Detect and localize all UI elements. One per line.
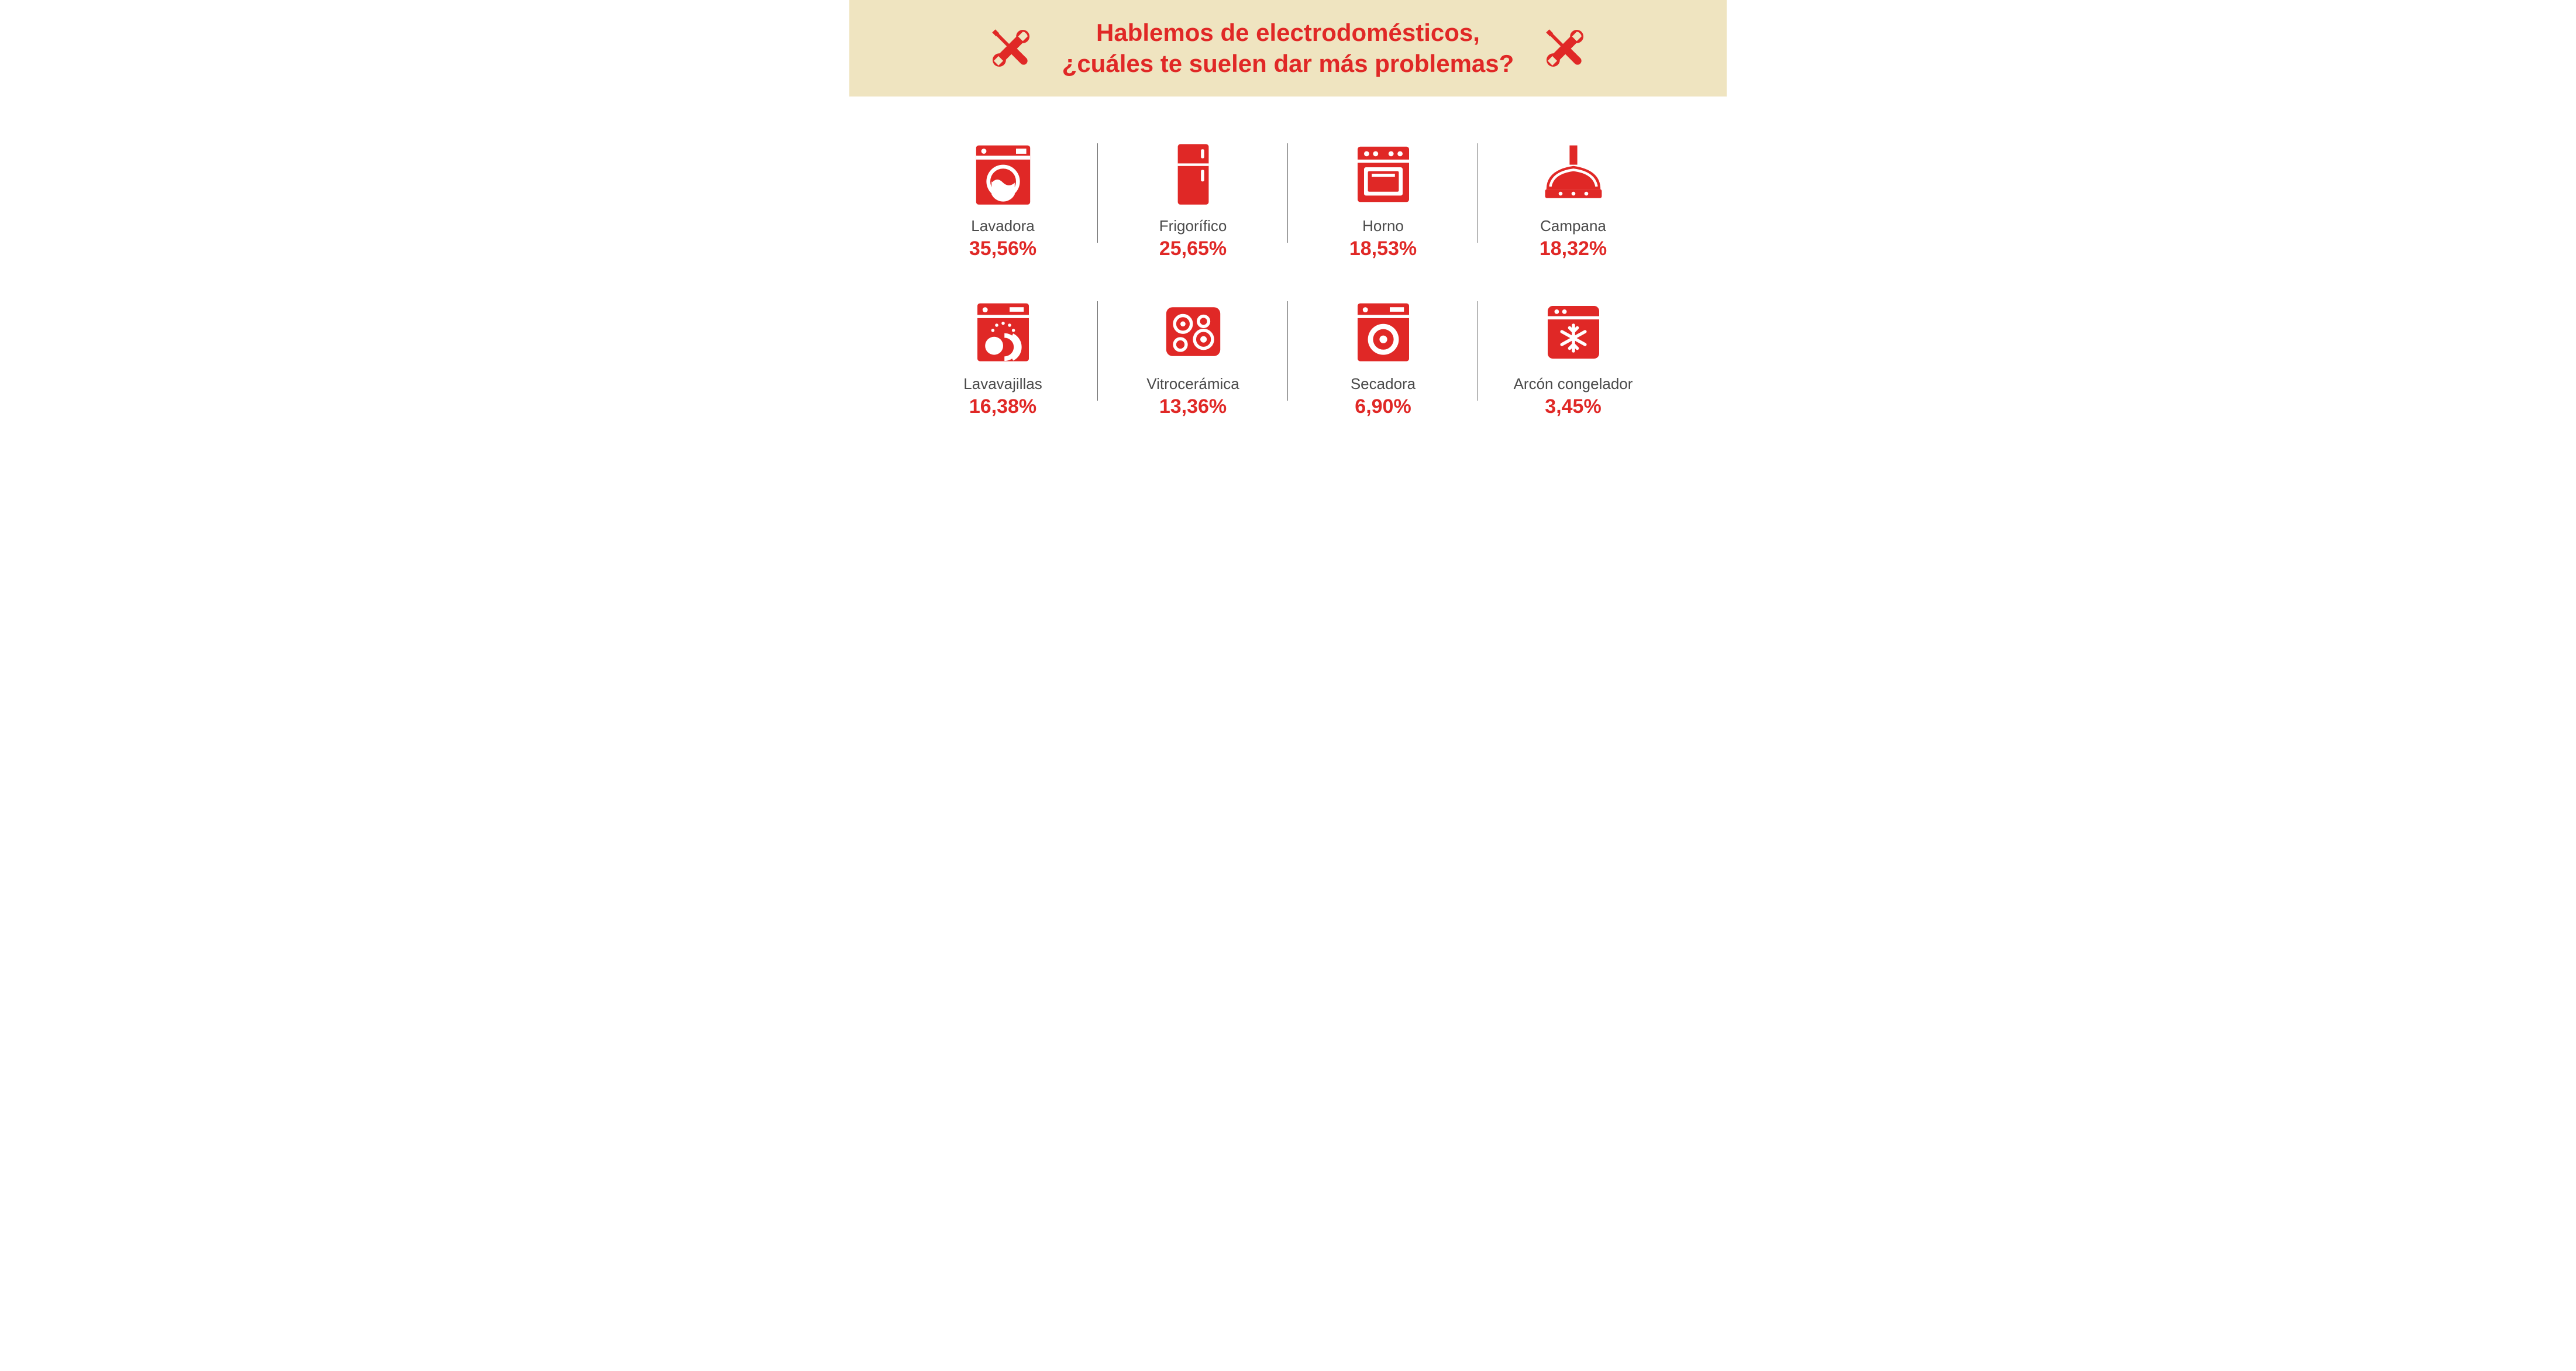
item-label: Frigorífico xyxy=(1159,217,1227,235)
dryer-icon xyxy=(1300,295,1466,368)
cell-horno: Horno 18,53% xyxy=(1288,132,1478,266)
cooktop-icon xyxy=(1110,295,1276,368)
item-value: 25,65% xyxy=(1159,237,1227,260)
item-label: Horno xyxy=(1362,217,1404,235)
page-title: Hablemos de electrodomésticos, ¿cuáles t… xyxy=(1062,18,1514,79)
item-label: Lavavajillas xyxy=(963,375,1042,393)
title-line-2: ¿cuáles te suelen dar más problemas? xyxy=(1062,50,1514,77)
cell-secadora: Secadora 6,90% xyxy=(1288,290,1478,424)
appliance-grid: Lavadora 35,56% Frigorífico 25,65% Horno… xyxy=(849,97,1727,453)
cell-lavavajillas: Lavavajillas 16,38% xyxy=(908,290,1098,424)
freezer-icon xyxy=(1490,295,1657,368)
item-value: 35,56% xyxy=(969,237,1036,260)
infographic-page: Hablemos de electrodomésticos, ¿cuáles t… xyxy=(849,0,1727,453)
item-value: 6,90% xyxy=(1355,395,1411,418)
hood-icon xyxy=(1490,137,1657,210)
oven-icon xyxy=(1300,137,1466,210)
item-value: 13,36% xyxy=(1159,395,1227,418)
item-label: Lavadora xyxy=(971,217,1034,235)
item-label: Campana xyxy=(1540,217,1606,235)
item-value: 18,32% xyxy=(1540,237,1607,260)
item-label: Vitrocerámica xyxy=(1146,375,1239,393)
cell-lavadora: Lavadora 35,56% xyxy=(908,132,1098,266)
cell-frigorifico: Frigorífico 25,65% xyxy=(1098,132,1288,266)
item-label: Secadora xyxy=(1351,375,1416,393)
tools-icon xyxy=(1537,20,1593,76)
item-value: 3,45% xyxy=(1545,395,1601,418)
cell-arcon: Arcón congelador 3,45% xyxy=(1478,290,1668,424)
header-banner: Hablemos de electrodomésticos, ¿cuáles t… xyxy=(849,0,1727,97)
cell-campana: Campana 18,32% xyxy=(1478,132,1668,266)
item-value: 16,38% xyxy=(969,395,1036,418)
dishwasher-icon xyxy=(919,295,1086,368)
item-value: 18,53% xyxy=(1349,237,1417,260)
fridge-icon xyxy=(1110,137,1276,210)
washer-icon xyxy=(919,137,1086,210)
title-line-1: Hablemos de electrodomésticos, xyxy=(1096,19,1480,46)
tools-icon xyxy=(983,20,1039,76)
item-label: Arcón congelador xyxy=(1514,375,1633,393)
cell-vitroceramica: Vitrocerámica 13,36% xyxy=(1098,290,1288,424)
